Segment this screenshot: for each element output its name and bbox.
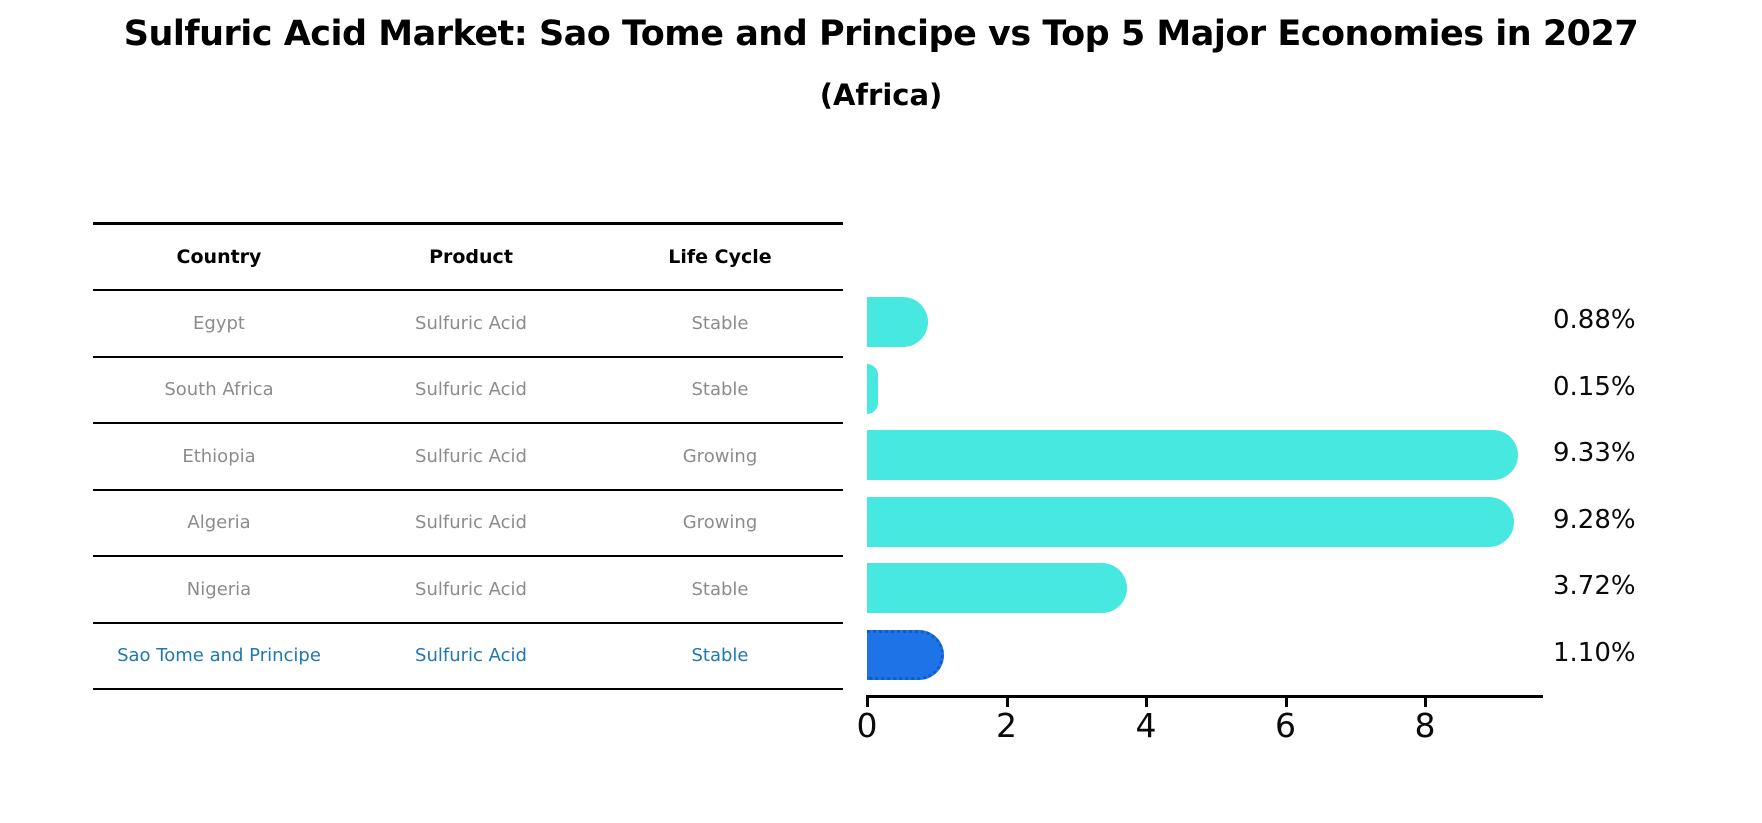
table-row: South Africa Sulfuric Acid Stable bbox=[93, 358, 843, 424]
cell-life-cycle: Stable bbox=[691, 645, 749, 667]
x-axis-tick-label: 2 bbox=[996, 706, 1017, 745]
x-axis-tick-label: 0 bbox=[856, 706, 878, 745]
column-header-product: Product bbox=[429, 246, 513, 268]
cell-country: South Africa bbox=[164, 379, 274, 401]
chart-title: Sulfuric Acid Market: Sao Tome and Princ… bbox=[123, 14, 1639, 54]
cell-product: Sulfuric Acid bbox=[415, 312, 527, 334]
table-row-highlighted: Sao Tome and Principe Sulfuric Acid Stab… bbox=[93, 624, 843, 690]
x-axis-tick bbox=[1424, 695, 1427, 707]
bar-egypt bbox=[867, 297, 929, 347]
cell-country: Nigeria bbox=[186, 578, 252, 600]
cell-product: Sulfuric Acid bbox=[415, 445, 527, 467]
x-axis-tick bbox=[1284, 695, 1288, 707]
table-row: Ethiopia Sulfuric Acid Growing bbox=[93, 424, 843, 491]
column-header-country: Country bbox=[176, 246, 262, 268]
cell-life-cycle: Stable bbox=[691, 312, 749, 334]
bar-nigeria bbox=[867, 563, 1127, 613]
country-table: Country Product Life Cycle Egypt Sulfuri… bbox=[93, 222, 843, 690]
value-label: 3.72% bbox=[1553, 571, 1636, 601]
cell-life-cycle: Stable bbox=[691, 578, 749, 600]
x-axis-tick bbox=[1145, 695, 1148, 707]
cell-product: Sulfuric Acid bbox=[415, 578, 527, 600]
table-row: Egypt Sulfuric Acid Stable bbox=[93, 291, 843, 358]
x-axis-tick-label: 6 bbox=[1275, 706, 1296, 745]
bar-south-africa bbox=[867, 364, 878, 414]
cell-country: Algeria bbox=[187, 512, 251, 534]
x-axis-tick-label: 4 bbox=[1135, 706, 1157, 745]
table-header-row: Country Product Life Cycle bbox=[93, 225, 843, 291]
cell-country: Egypt bbox=[193, 312, 245, 334]
cell-product: Sulfuric Acid bbox=[415, 645, 527, 667]
cell-country: Sao Tome and Principe bbox=[117, 645, 321, 667]
value-label: 0.15% bbox=[1553, 372, 1636, 402]
column-header-life-cycle: Life Cycle bbox=[668, 246, 772, 268]
x-axis-tick bbox=[1005, 695, 1009, 707]
cell-life-cycle: Growing bbox=[682, 512, 758, 534]
chart-subtitle: (Africa) bbox=[819, 78, 943, 112]
cell-life-cycle: Stable bbox=[691, 379, 749, 401]
cell-product: Sulfuric Acid bbox=[415, 379, 527, 401]
x-axis-tick-label: 8 bbox=[1414, 706, 1436, 745]
cell-product: Sulfuric Acid bbox=[415, 512, 527, 534]
cell-country: Ethiopia bbox=[182, 445, 256, 467]
value-label: 0.88% bbox=[1553, 305, 1636, 335]
table-row: Nigeria Sulfuric Acid Stable bbox=[93, 557, 843, 624]
value-label: 1.10% bbox=[1553, 638, 1636, 668]
cell-life-cycle: Growing bbox=[682, 445, 758, 467]
bar-ethiopia bbox=[867, 430, 1518, 480]
bar-algeria bbox=[867, 497, 1515, 547]
x-axis-line bbox=[867, 695, 1543, 698]
table-row: Algeria Sulfuric Acid Growing bbox=[93, 491, 843, 557]
value-label: 9.33% bbox=[1553, 438, 1636, 468]
bar-sao-tome-and-principe bbox=[867, 630, 944, 680]
x-axis-tick bbox=[866, 695, 869, 707]
value-label: 9.28% bbox=[1553, 505, 1636, 535]
